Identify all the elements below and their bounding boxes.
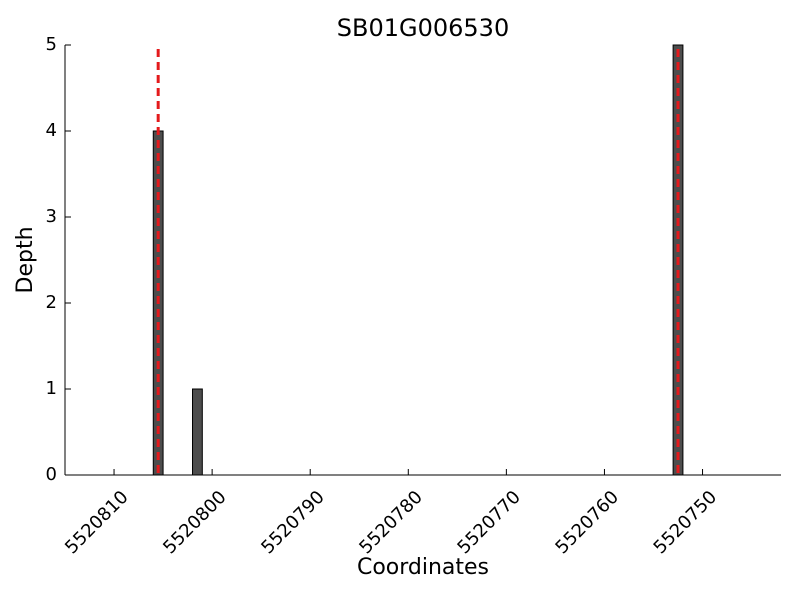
- x-tick-label: 5520770: [453, 487, 525, 559]
- y-tick-label: 1: [46, 378, 57, 399]
- y-tick-label: 4: [46, 120, 57, 141]
- x-axis-label: Coordinates: [357, 555, 489, 580]
- x-tick-label: 5520780: [355, 487, 427, 559]
- chart-title: SB01G006530: [337, 14, 509, 42]
- x-tick-label: 5520760: [551, 487, 623, 559]
- y-tick-label: 0: [46, 464, 57, 485]
- x-tick-label: 5520790: [257, 487, 329, 559]
- y-tick-label: 5: [46, 34, 57, 55]
- y-tick-label: 3: [46, 206, 57, 227]
- x-tick-label: 5520800: [159, 487, 231, 559]
- bar: [192, 388, 203, 476]
- y-tick-label: 2: [46, 292, 57, 313]
- y-axis-label: Depth: [13, 226, 38, 293]
- x-tick-label: 5520750: [650, 487, 722, 559]
- x-tick-label: 5520810: [61, 487, 133, 559]
